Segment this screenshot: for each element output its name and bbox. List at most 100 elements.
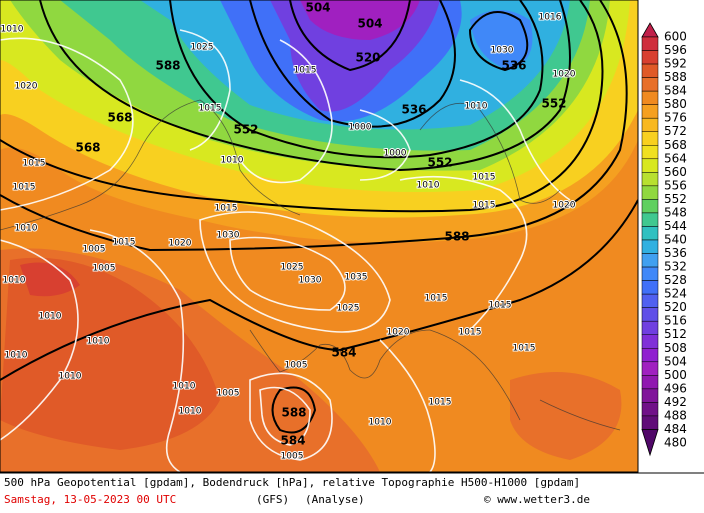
pressure-label: 1015: [199, 104, 222, 114]
geopotential-labels: 504 504 520 536 552 536 552 588 568 568 552 588 584 5…: [75, 1, 566, 448]
colorbar-swatch: [641, 239, 659, 254]
footer-line1: 500 hPa Geopotential [gpdam], Bodendruck…: [4, 476, 580, 489]
field-528: [470, 10, 533, 70]
pressure-label: 1005: [281, 452, 304, 462]
pressure-label: 1030: [217, 231, 240, 241]
colorbar-label: 560: [664, 165, 687, 179]
colorbar-swatch: [641, 117, 659, 132]
colorbar-swatch: [641, 307, 659, 322]
pressure-label: 1015: [513, 344, 536, 354]
pressure-label: 1010: [3, 276, 26, 286]
colorbar-swatch: [641, 185, 659, 200]
geopotential-label: 552: [541, 97, 566, 111]
field-592: [20, 262, 80, 297]
pressure-label: 1030: [491, 46, 514, 56]
colorbar-label: 592: [664, 57, 687, 71]
pressure-label: 1010: [179, 407, 202, 417]
pressure-label: 1005: [217, 389, 240, 399]
pressure-label: 1015: [429, 398, 452, 408]
pressure-label: 1016: [539, 13, 562, 23]
field-500: [300, 0, 420, 40]
pressure-label: 1015: [294, 66, 317, 76]
geopotential-label: 504: [357, 17, 382, 31]
colorbar-cap: [641, 429, 659, 457]
pressure-label: 1010: [15, 224, 38, 234]
colorbar-label: 572: [664, 124, 687, 138]
map: 504 504 520 536 552 536 552 588 568 568 552 588 584 5…: [0, 0, 638, 472]
coastlines: [0, 99, 621, 431]
pressure-label: 1010: [87, 337, 110, 347]
colorbar-cap: [641, 22, 659, 38]
pressure-label: 1010: [173, 382, 196, 392]
colorbar-swatch: [641, 266, 659, 281]
colorbar-label: 492: [664, 395, 687, 409]
colorbar-label: 524: [664, 287, 687, 301]
pressure-label: 1015: [215, 204, 238, 214]
pressure-label: 1015: [425, 294, 448, 304]
pressure-label: 1015: [113, 238, 136, 248]
field-588: [0, 257, 220, 450]
map-frame: [0, 0, 639, 473]
pressure-contours: [0, 29, 571, 472]
geopotential-label: 568: [107, 111, 132, 125]
pressure-label: 1005: [285, 361, 308, 371]
geopotential-label: 536: [401, 103, 426, 117]
pressure-label: 1015: [489, 301, 512, 311]
colorbar-label: 600: [664, 30, 687, 44]
pressure-label: 1010: [1, 25, 24, 35]
pressure-label: 1010: [369, 418, 392, 428]
colorbar-label: 520: [664, 300, 687, 314]
colorbar-swatch: [641, 77, 659, 92]
geopotential-label: 588: [444, 230, 469, 244]
pressure-label: 1020: [553, 70, 576, 80]
geopotential-label: 536: [501, 59, 526, 73]
pressure-label: 1020: [553, 201, 576, 211]
pressure-label: 1015: [459, 328, 482, 338]
colorbar-label: 580: [664, 97, 687, 111]
colorbar-swatch: [641, 402, 659, 417]
colorbar-swatch: [641, 253, 659, 268]
colorbar-label: 568: [664, 138, 687, 152]
pressure-label: 1035: [345, 273, 368, 283]
geopotential-label: 588: [281, 406, 306, 420]
pressure-label: 1010: [417, 181, 440, 191]
colorbar-swatch: [641, 415, 659, 430]
colorbar-swatch: [641, 280, 659, 295]
pressure-label: 1020: [387, 328, 410, 338]
colorbar-label: 536: [664, 246, 687, 260]
colorbar-label: 588: [664, 70, 687, 84]
colorbar-swatch: [641, 199, 659, 214]
colorbar-label: 484: [664, 422, 687, 436]
pressure-labels: 1010 1020 1015 1015 1010 1005 1015 1010 1005 1010…: [0, 12, 577, 463]
colorbar-label: 488: [664, 408, 687, 422]
colorbar-label: 584: [664, 84, 687, 98]
colorbar-swatch: [641, 131, 659, 146]
colorbar-swatch: [641, 172, 659, 187]
pressure-label: 1010: [465, 102, 488, 112]
colorbar-swatch: [641, 293, 659, 308]
colorbar-label: 480: [664, 436, 687, 450]
geopotential-contours: [0, 0, 638, 434]
colorbar-swatch: [641, 50, 659, 65]
colorbar-swatch: [641, 361, 659, 376]
colorbar: 6005965925885845805765725685645605565525…: [641, 22, 687, 457]
colorbar-swatch: [641, 320, 659, 335]
colorbar-label: 564: [664, 151, 687, 165]
colorbar-swatch: [641, 90, 659, 105]
pressure-label: 1020: [15, 82, 38, 92]
geopotential-label: 552: [233, 123, 258, 137]
colorbar-swatch: [641, 158, 659, 173]
colorbar-label: 516: [664, 314, 687, 328]
geopotential-label: 584: [331, 346, 356, 360]
geopotential-label: 504: [305, 1, 330, 15]
colorbar-label: 556: [664, 178, 687, 192]
field-584b: [510, 372, 622, 460]
footer-run: (Analyse): [305, 493, 365, 506]
footer-copyright: © www.wetter3.de: [484, 493, 590, 506]
pressure-label: 1015: [13, 183, 36, 193]
pressure-label: 1010: [221, 156, 244, 166]
colorbar-swatch: [641, 63, 659, 78]
colorbar-swatch: [641, 104, 659, 119]
pressure-label: 1010: [59, 372, 82, 382]
